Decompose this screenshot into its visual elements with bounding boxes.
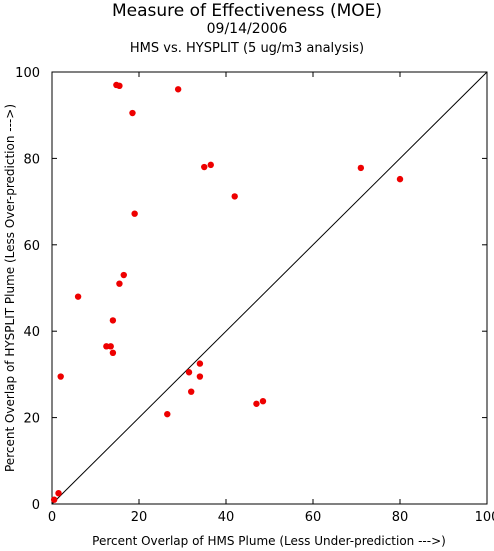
plot-frame [51, 71, 488, 505]
data-point [74, 293, 82, 300]
data-point [109, 317, 117, 324]
data-point [196, 373, 204, 380]
x-tick-label: 20 [131, 510, 148, 525]
data-point [55, 490, 62, 497]
y-axis-label: Percent Overlap of HYSPLIT Plume (Less O… [3, 104, 17, 472]
data-point [57, 373, 64, 380]
x-tick-label: 60 [305, 510, 322, 525]
data-point [396, 175, 404, 183]
data-point [107, 343, 114, 350]
data-point [188, 388, 195, 395]
data-point [131, 210, 138, 217]
axis-ticks [51, 71, 488, 505]
chart-title: Measure of Effectiveness (MOE) [111, 1, 383, 21]
y-tick-label: 80 [23, 152, 40, 167]
data-point [259, 397, 267, 405]
data-point [207, 161, 214, 169]
data-point [116, 82, 123, 90]
x-tick-label: 100 [475, 510, 494, 525]
data-point [253, 400, 260, 407]
one-to-one-line [51, 71, 488, 505]
data-point [196, 360, 204, 367]
x-tick-label: 80 [392, 510, 409, 525]
axis-tick-labels: 0 20 40 60 80 100 0 20 40 60 80 100 [15, 66, 494, 525]
chart-date: 09/14/2006 [206, 21, 288, 37]
data-point [116, 280, 123, 287]
y-tick-label: 60 [23, 239, 40, 254]
x-tick-label: 40 [218, 510, 235, 525]
data-point [164, 410, 171, 418]
data-point [185, 369, 193, 376]
data-point [50, 496, 58, 503]
y-tick-label: 40 [23, 325, 40, 340]
data-point [357, 164, 365, 172]
data-point [120, 271, 127, 279]
data-point [129, 109, 136, 117]
data-point [201, 163, 208, 171]
chart-subtitle: HMS vs. HYSPLIT (5 ug/m3 analysis) [129, 41, 365, 56]
y-tick-label: 100 [15, 66, 40, 81]
y-tick-label: 0 [32, 498, 40, 513]
x-axis-label: Percent Overlap of HMS Plume (Less Under… [92, 534, 446, 548]
x-tick-label: 0 [48, 510, 56, 525]
y-tick-label: 20 [23, 412, 40, 427]
data-point [231, 193, 238, 200]
data-points [50, 81, 404, 503]
data-point [174, 86, 182, 93]
data-point [109, 349, 117, 356]
